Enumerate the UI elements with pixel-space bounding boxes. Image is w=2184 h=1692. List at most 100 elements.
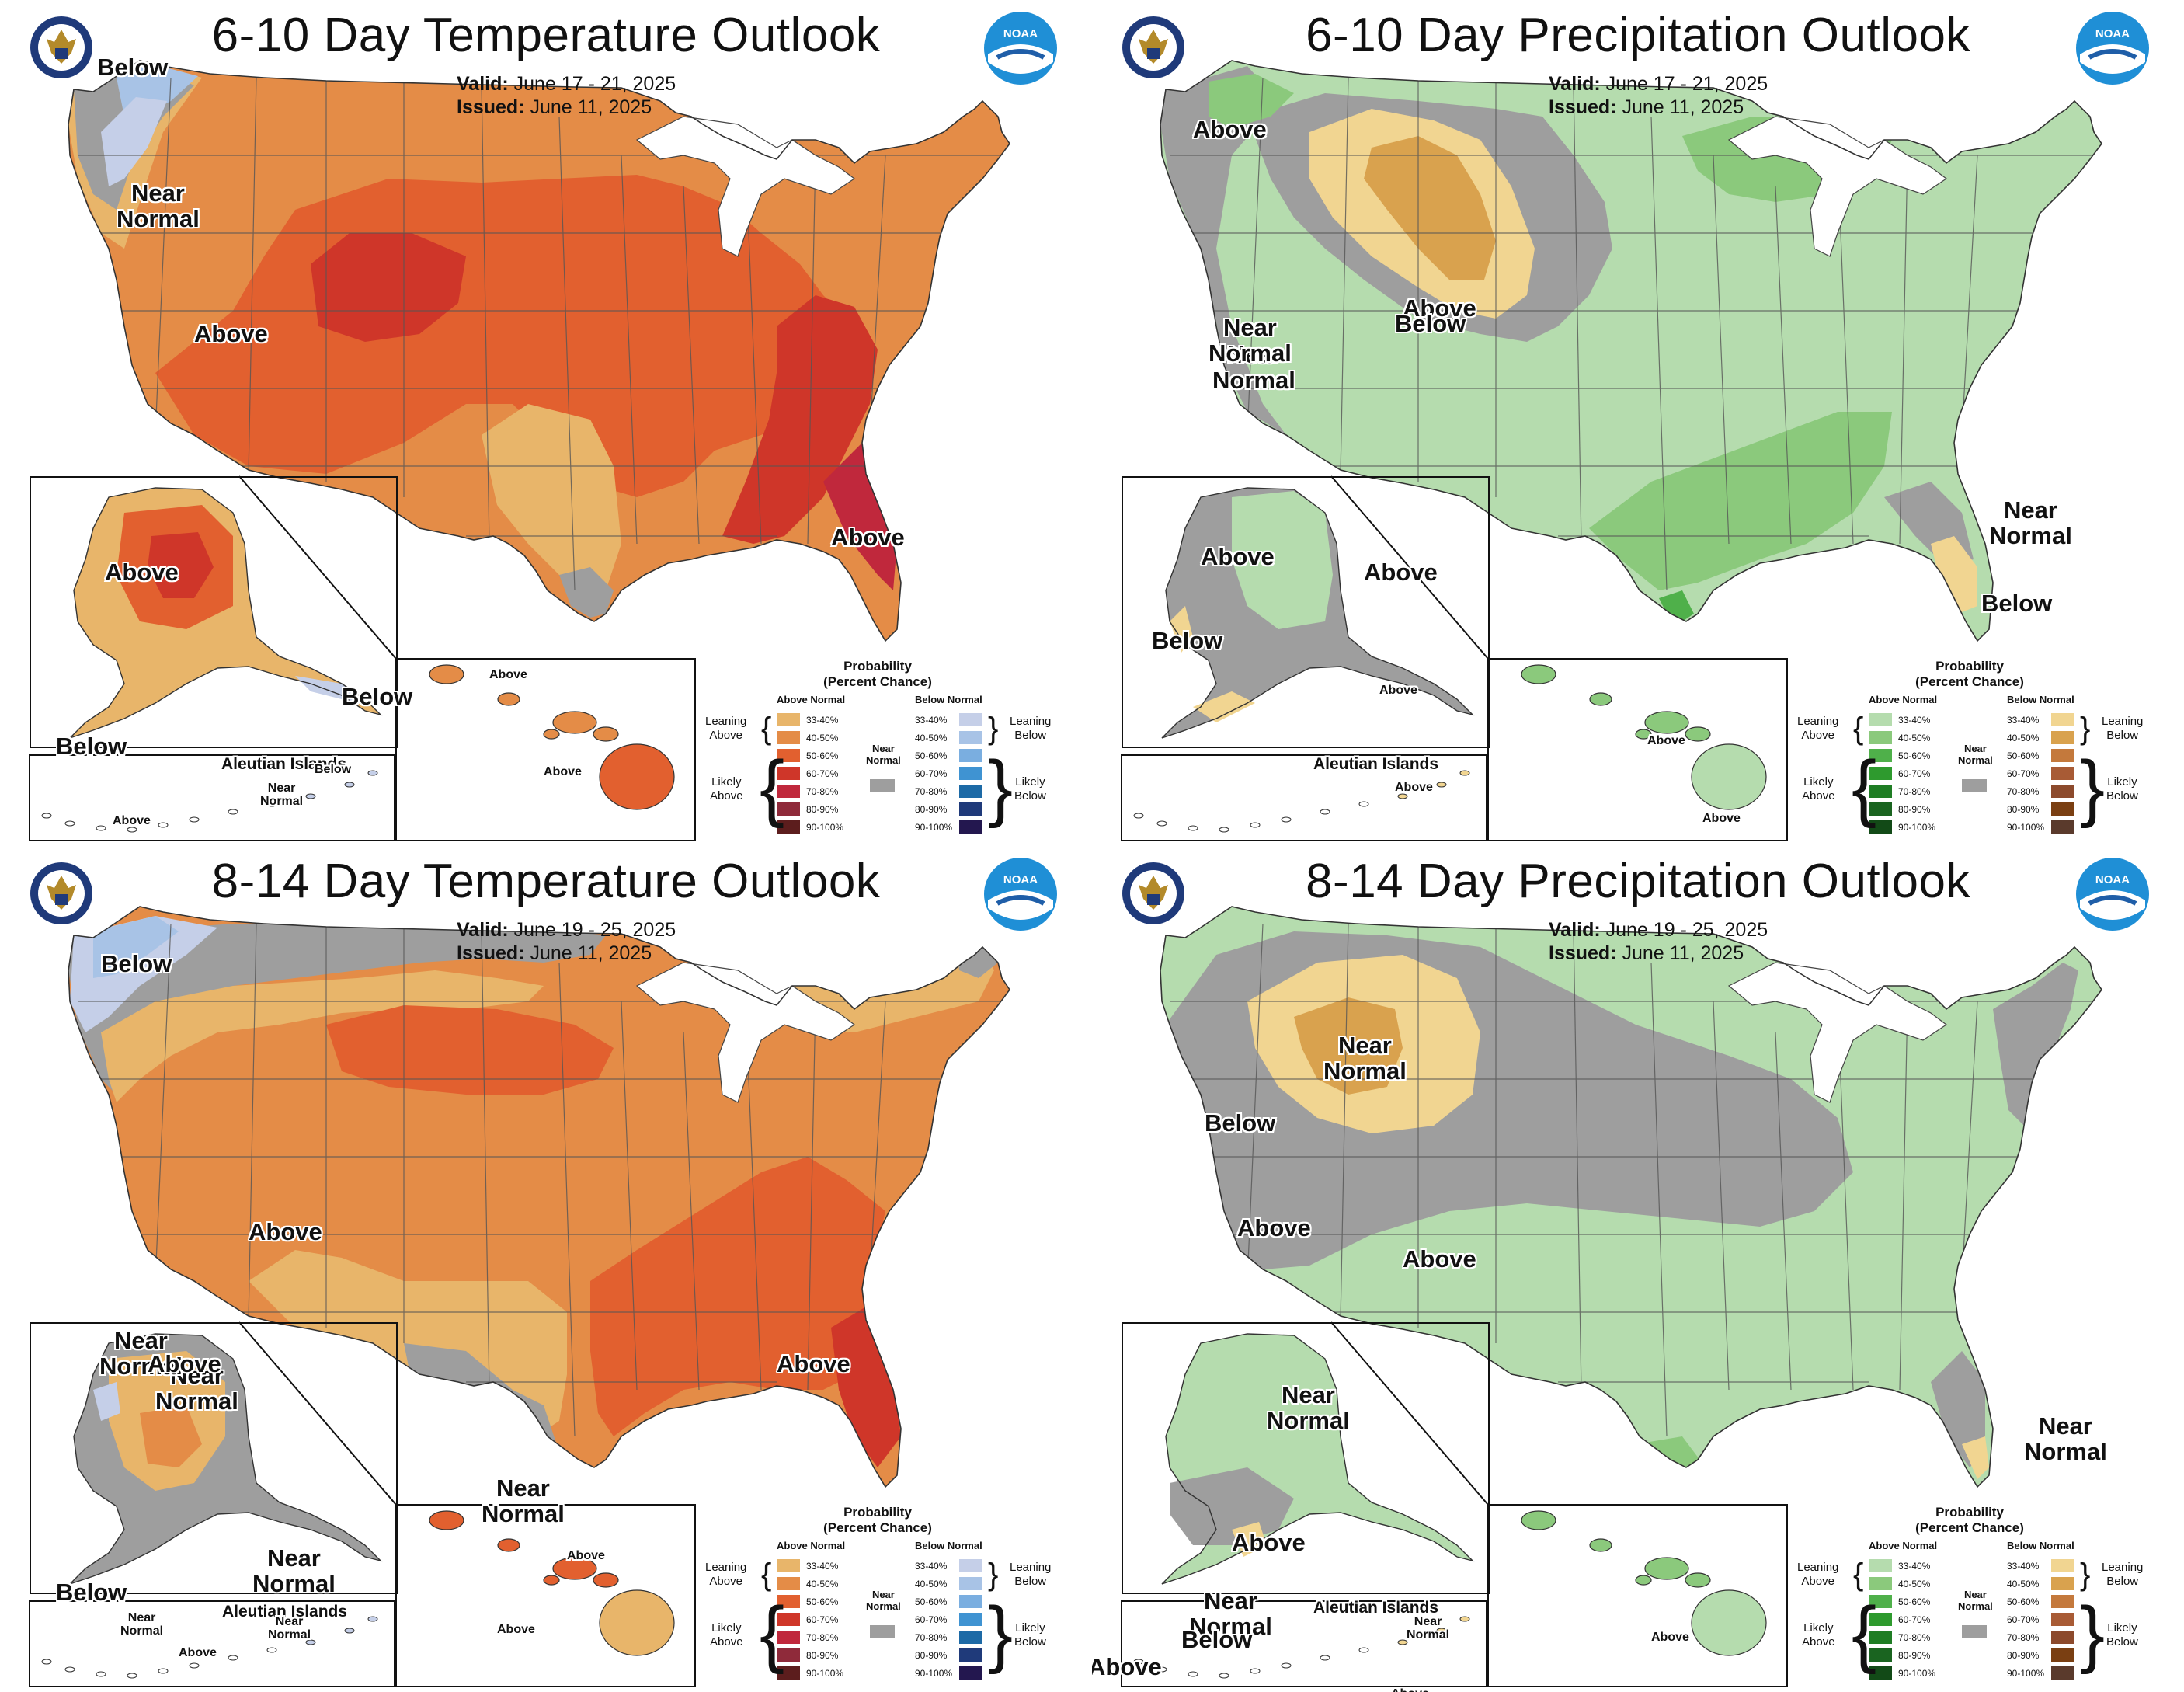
issued-date: Issued: June 11, 2025 [1549,96,1744,119]
region-label: Near Normal [1189,1587,1272,1640]
valid-value: June 19 - 25, 2025 [513,919,676,941]
legend-swatch-below [2051,1577,2074,1590]
noaa-logo-icon: NOAA [2076,858,2149,931]
region-label: Below [97,54,169,81]
legend-range-above: 40-50% [1898,733,1931,743]
region-label: Near Normal [2024,1412,2107,1465]
probability-zone [482,404,621,614]
region-label: Above [1395,781,1433,794]
legend-range-above: 70-80% [806,786,839,797]
probability-zone [1931,536,1977,614]
legend-above-header: Above Normal [1869,694,1938,705]
legend-swatch-below [2051,802,2074,816]
legend-swatch-below [959,820,982,834]
legend-range-below: 70-80% [915,786,948,797]
region-label: Above [1232,1529,1306,1556]
legend-swatch-above [777,1577,800,1590]
region-label: Above [1403,1245,1476,1272]
region-label: Above [831,524,905,551]
probability-zone [559,567,614,618]
great-lakes [635,962,856,1103]
region-label: Above [1647,734,1685,747]
region-label: Above [1092,1653,1162,1680]
hawaii-island [1691,1589,1767,1656]
hawaii-inset [395,658,696,841]
legend-swatch-above [1869,749,1892,762]
issued-value: June 11, 2025 [530,96,652,118]
valid-label: Valid: [457,73,509,95]
issued-date: Issued: June 11, 2025 [1549,942,1744,965]
legend-swatch-below [2051,749,2074,762]
legend-swatch-above [1869,1595,1892,1608]
region-label: Near Normal [1989,496,2072,549]
panel-6-10-precipitation: 6-10 Day Precipitation Outlook Valid: Jun… [1092,0,2184,846]
region-label: Near Normal [99,1327,183,1380]
probability-zone [93,1382,120,1421]
legend-range-below: 60-70% [2007,768,2040,779]
legend-swatch-above [1869,1648,1892,1662]
great-lakes [635,116,856,257]
brace-icon: { [1853,1558,1864,1592]
region-label: Above [105,559,179,586]
hawaii-island [1685,726,1711,742]
region-label: Above [1391,1687,1429,1692]
legend-swatch-below [959,1648,982,1662]
region-label: Above [1364,559,1438,586]
hawaii-island [552,711,597,734]
region-label: Below [342,683,413,710]
valid-value: June 17 - 21, 2025 [513,73,676,95]
legend-range-above: 50-60% [1898,1596,1931,1607]
legend-title: Probability (Percent Chance) [823,659,932,689]
hawaii-island [497,1538,520,1552]
region-label: Below [315,763,352,776]
legend-range-below: 40-50% [915,733,948,743]
issued-label: Issued: [457,942,525,964]
probability-zone [590,1157,885,1436]
svg-text:NOAA: NOAA [1003,873,1038,886]
legend-above-header: Above Normal [777,1540,846,1551]
region-label: Aleutian Islands [1313,755,1439,773]
brace-icon: } [988,712,999,746]
legend-range-below: 80-90% [915,804,948,815]
legend-likely-below: Likely Below [2106,775,2138,802]
legend-range-above: 80-90% [806,804,839,815]
legend-swatch-above [1869,713,1892,726]
legend-swatch-above [1869,1577,1892,1590]
legend-swatch-below [2051,1648,2074,1662]
aleutian-inset [1121,754,1487,841]
legend-below-header: Below Normal [2007,694,2074,705]
great-lakes [1727,116,1948,257]
legend-range-above: 40-50% [1898,1579,1931,1589]
commerce-seal-icon [30,862,92,924]
alaska-map [1121,1321,1788,1687]
legend-range-above: 60-70% [806,768,839,779]
legend-swatch-below [959,713,982,726]
aleutian-inset [29,754,395,841]
region-label: Near Normal [1267,1381,1350,1434]
region-label: Near Normal [252,1544,336,1597]
region-label: Above [249,1218,322,1245]
legend-range-below: 90-100% [915,822,953,833]
legend-swatch-below [959,785,982,798]
hawaii-island [599,743,675,810]
legend-leaning-above: Leaning Above [705,715,747,742]
brace-icon: { [761,712,772,746]
probability-zone [1294,997,1403,1095]
legend-range-below: 33-40% [2007,1561,2040,1572]
legend-swatch-above [1869,785,1892,798]
probability-zone [1160,66,1286,435]
legend-swatch-below [959,1613,982,1626]
legend-leaning-above: Leaning Above [705,1561,747,1588]
region-label: Near Normal [482,1474,565,1527]
legend-swatch-below [959,1559,982,1572]
region-label: Aleutian Islands [1313,1599,1439,1617]
probability-legend: Probability (Percent Chance) Above Normal… [1791,1505,2164,1683]
outlook-map [68,60,1010,642]
legend-swatch-below [959,1595,982,1608]
commerce-seal-icon [1122,16,1184,78]
legend-range-below: 90-100% [2007,822,2045,833]
hawaii-island [1635,729,1652,740]
commerce-seal-icon [1122,862,1184,924]
legend-range-below: 80-90% [2007,804,2040,815]
region-label: Aleutian Islands [222,1603,348,1621]
